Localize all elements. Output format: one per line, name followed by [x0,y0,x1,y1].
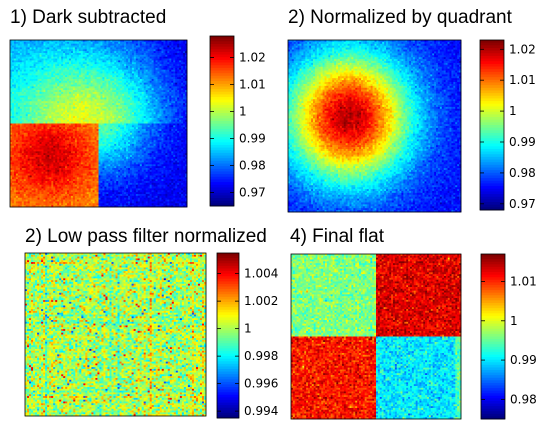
heatmap-panel-1 [10,40,187,207]
